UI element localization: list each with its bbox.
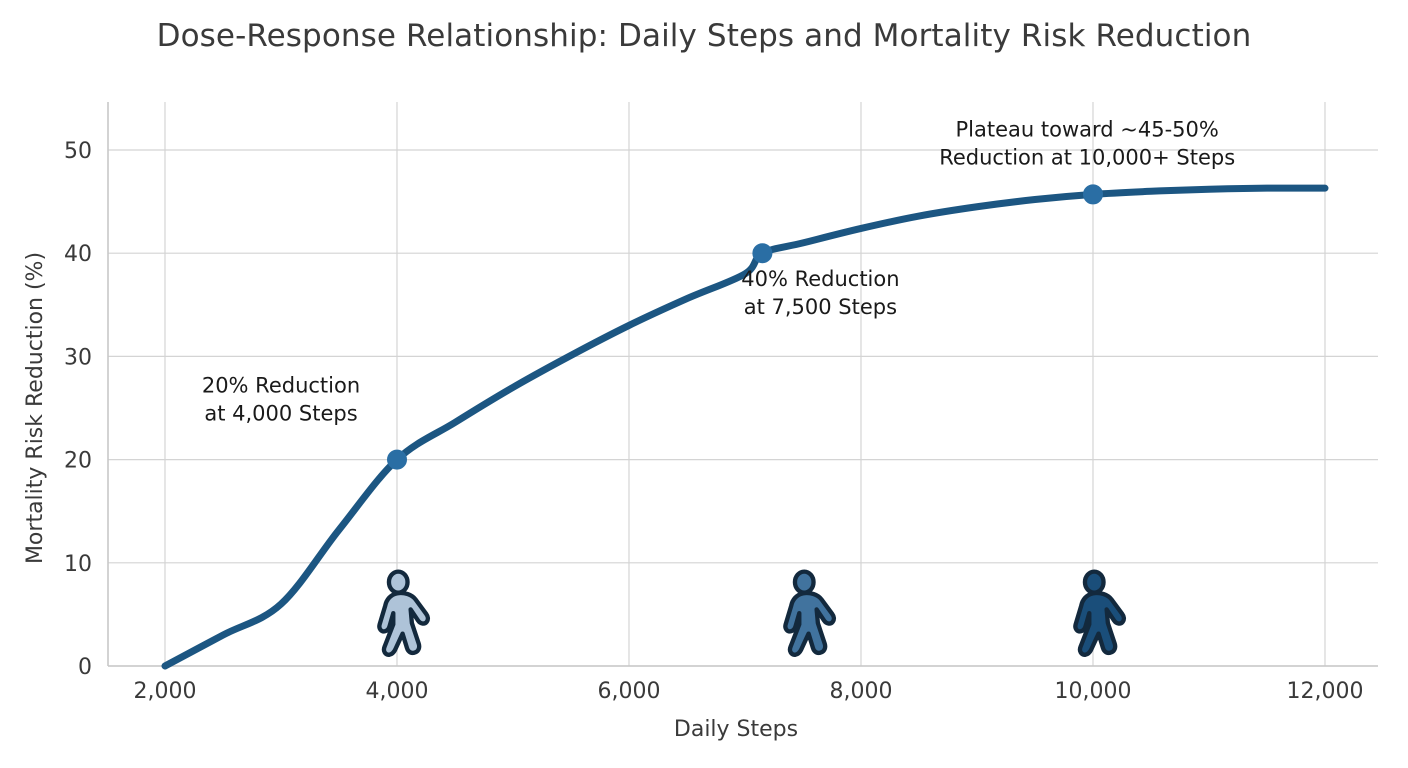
annotation-line-2: at 7,500 Steps (744, 295, 897, 319)
y-tick-label: 0 (78, 655, 92, 680)
x-axis-title: Daily Steps (674, 717, 798, 742)
x-tick-label: 6,000 (598, 679, 661, 704)
walker-icon-4000 (377, 569, 431, 657)
walker-icons-group (377, 569, 1127, 657)
annotation-7500: 40% Reduction at 7,500 Steps (741, 267, 899, 319)
x-tick-label: 8,000 (830, 679, 893, 704)
walker-shape (1073, 590, 1127, 657)
annotation-line-1: 40% Reduction (741, 267, 899, 291)
data-point-marker[interactable] (752, 243, 773, 264)
data-point-marker[interactable] (1083, 184, 1103, 205)
axis-spines (107, 102, 1378, 667)
y-tick-label: 50 (64, 139, 92, 164)
y-axis-title: Mortality Risk Reduction (%) (23, 252, 48, 564)
walker-shape (792, 569, 816, 595)
annotation-line-1: 20% Reduction (202, 374, 360, 398)
walker-icon-10000 (1073, 569, 1127, 657)
y-tick-label: 40 (64, 242, 92, 267)
walker-shape (1082, 569, 1106, 595)
annotation-10000: Plateau toward ~45-50% Reduction at 10,00… (939, 118, 1235, 170)
chart-title: Dose-Response Relationship: Daily Steps … (156, 18, 1252, 54)
annotation-line-1: Plateau toward ~45-50% (956, 118, 1219, 142)
y-axis-tick-labels: 0 10 20 30 40 50 (64, 139, 92, 680)
x-tick-label: 4,000 (366, 679, 429, 704)
annotation-line-2: Reduction at 10,000+ Steps (939, 146, 1235, 170)
x-tick-label: 2,000 (134, 679, 197, 704)
data-point-markers-group (387, 184, 1103, 470)
walker-shape (386, 569, 410, 595)
dose-response-curve-group (161, 184, 1329, 670)
walker-shape (377, 590, 431, 657)
x-tick-label: 10,000 (1055, 679, 1132, 704)
annotation-4000: 20% Reduction at 4,000 Steps (202, 374, 360, 426)
y-tick-label: 30 (64, 345, 92, 370)
y-tick-label: 20 (64, 449, 92, 474)
walker-icon-7500 (783, 569, 837, 657)
annotations-group: 20% Reduction at 4,000 Steps 40% Reduction… (202, 118, 1235, 426)
x-axis-tick-labels: 2,000 4,000 6,000 8,000 10,000 12,000 (134, 679, 1364, 704)
annotation-line-2: at 4,000 Steps (204, 402, 357, 426)
data-point-marker[interactable] (387, 449, 407, 470)
y-tick-label: 10 (64, 552, 92, 577)
walker-shape (783, 590, 837, 657)
dose-response-curve (161, 184, 1329, 670)
x-tick-label: 12,000 (1287, 679, 1364, 704)
